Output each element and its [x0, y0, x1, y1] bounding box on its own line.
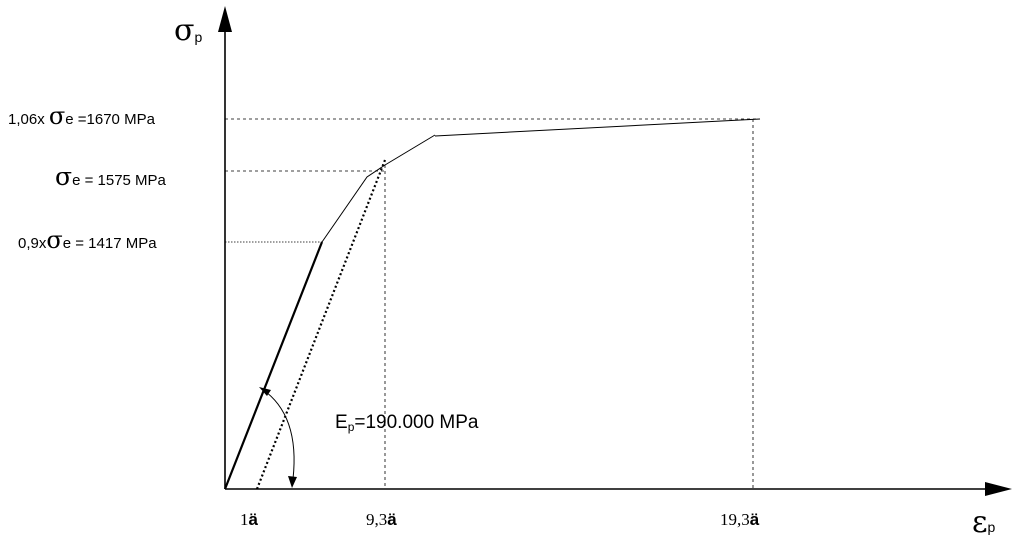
- label-1670: 1,06x σe =1670 MPa: [8, 102, 156, 130]
- label-strain-9-3: 9,3ä: [366, 510, 397, 529]
- modulus-label: Ep=190.000 MPa: [335, 412, 479, 434]
- x-axis-arrowhead: [985, 482, 1012, 496]
- elastic-segment: [223, 241, 324, 490]
- label-1575: σe = 1575 MPa: [55, 162, 167, 191]
- y-axis-arrowhead: [218, 6, 232, 32]
- plastic-curve: [321, 134, 436, 243]
- angle-arrow-top: [259, 387, 271, 396]
- label-strain-19-3: 19,3ä: [720, 510, 760, 529]
- label-strain-1: 1ä: [240, 510, 259, 529]
- modulus-angle-arc: [261, 388, 295, 480]
- x-axis-label: εp: [972, 505, 996, 535]
- label-1417: 0,9xσe = 1417 MPa: [18, 226, 157, 254]
- hardening-segment: [434, 118, 761, 137]
- offset-line: [255, 159, 387, 490]
- angle-arrow-bottom: [288, 476, 297, 488]
- y-axis-label: σp: [174, 13, 202, 48]
